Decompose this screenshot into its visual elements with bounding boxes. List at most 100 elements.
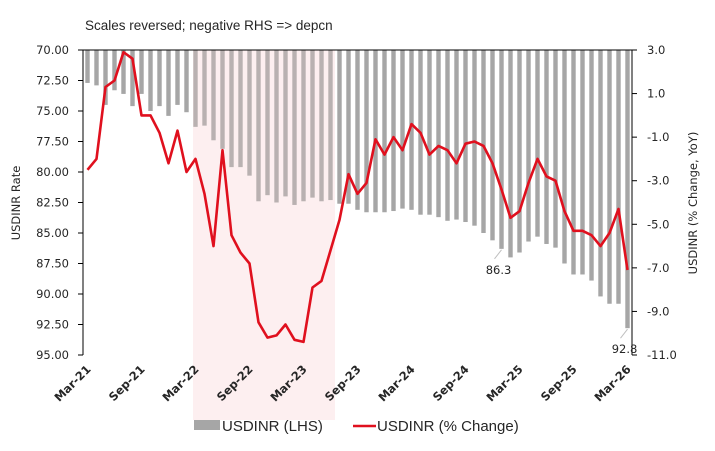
bar [130,50,135,107]
left-tick-label: 95.00 [36,348,69,362]
bar [382,50,387,213]
bar [148,50,153,111]
right-tick-label: 3.0 [647,43,665,57]
x-tick-label: Sep-25 [538,362,580,404]
bar [157,50,162,107]
right-tick-label: -9.0 [647,304,669,318]
bar [571,50,576,275]
bar [391,50,396,212]
bar [472,50,477,226]
bar [499,50,504,249]
left-tick-label: 72.50 [36,74,69,88]
left-tick-label: 70.00 [36,43,69,57]
bar [202,50,207,126]
bar [490,50,495,241]
left-tick-label: 90.00 [36,287,69,301]
right-tick-label: -3.0 [647,174,669,188]
left-tick-label: 80.00 [36,165,69,179]
right-axis-ticks: 3.0 1.0 -1.0 -3.0 -5.0 -7.0 -9.0 -11.0 [632,43,677,362]
legend-swatch-bar [194,420,220,430]
left-tick-label: 77.50 [36,135,69,149]
legend-label-line: USDINR (% Change) [377,418,519,435]
line-series [86,50,629,344]
bar [85,50,90,83]
chart-title: Scales reversed; negative RHS => depcn [85,18,333,33]
x-tick-label: Mar-21 [51,362,93,404]
bar [454,50,459,220]
bar [220,50,225,149]
bar [265,50,270,196]
right-tick-label: -1.0 [647,130,669,144]
annotation-leader [494,249,502,260]
legend-label-bar: USDINR (LHS) [222,418,323,435]
left-tick-label: 87.50 [36,257,69,271]
bar [211,50,216,141]
legend: USDINR (LHS) USDINR (% Change) [194,418,519,435]
bar [625,50,630,329]
bar [400,50,405,209]
left-axis-label: USDINR Rate [9,166,23,241]
x-tick-label: Mar-25 [483,362,525,404]
bar [373,50,378,213]
bar [553,50,558,248]
bar [535,50,540,237]
bar [112,50,117,91]
x-tick-label: Sep-24 [430,362,472,404]
bar [481,50,486,233]
bar [328,50,333,201]
bar-series [85,50,630,329]
bar [445,50,450,221]
bar [436,50,441,218]
right-tick-label: -7.0 [647,261,669,275]
right-tick-label: -11.0 [647,348,677,362]
bar [616,50,621,304]
bar [544,50,549,244]
left-tick-label: 92.50 [36,318,69,332]
bar [166,50,171,116]
x-tick-label: Sep-21 [106,362,148,404]
right-axis-label: USDINR (% Change, YoY) [686,132,700,275]
left-tick-label: 82.50 [36,196,69,210]
bar [319,50,324,202]
bar [103,50,108,105]
line-pct-change [86,50,629,344]
bar [229,50,234,168]
bar [562,50,567,264]
x-tick-label: Mar-26 [591,362,633,404]
left-axis-ticks: 70.00 72.50 75.00 77.50 80.00 82.50 85.00 87.50… [36,43,83,362]
bar [589,50,594,281]
bar [121,50,126,94]
bar [94,50,99,86]
bar [580,50,585,275]
data-label: 92.8 [612,342,638,356]
bar [346,50,351,204]
bar [463,50,468,223]
bar [184,50,189,113]
bar [247,50,252,176]
x-axis-ticks: Mar-21 Sep-21 Mar-22 Sep-22 Mar-23 Sep-23 Mar-… [51,362,633,404]
bar [193,50,198,127]
data-label: 86.3 [486,263,512,277]
bar [283,50,288,197]
x-tick-label: Mar-24 [375,362,417,404]
bar [508,50,513,258]
left-tick-label: 85.00 [36,226,69,240]
bar [409,50,414,210]
annotation-leader [620,328,628,339]
right-tick-label: 1.0 [647,87,665,101]
bar [274,50,279,203]
bar [517,50,522,253]
bar [139,50,144,94]
bar [310,50,315,198]
bar [427,50,432,215]
bar [301,50,306,202]
bar [238,50,243,168]
bar [292,50,297,205]
bar [256,50,261,202]
bar [337,50,342,204]
bar [526,50,531,242]
right-tick-label: -5.0 [647,217,669,231]
bar [364,50,369,213]
left-tick-label: 75.00 [36,104,69,118]
